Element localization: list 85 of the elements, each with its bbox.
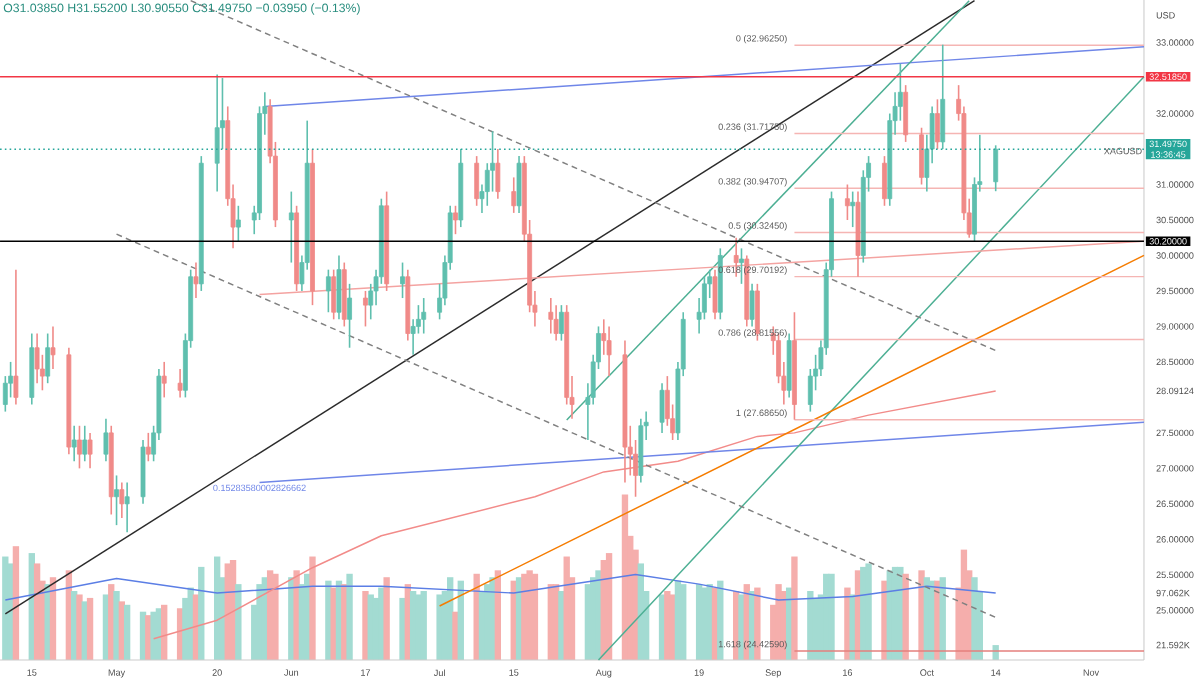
bar xyxy=(605,553,613,660)
candlestick xyxy=(214,73,220,193)
bar xyxy=(198,566,205,660)
bar xyxy=(828,573,835,660)
bar xyxy=(309,556,316,660)
bar xyxy=(113,591,120,660)
bar xyxy=(235,584,242,660)
bar xyxy=(595,570,602,660)
candlestick xyxy=(363,290,368,328)
candlestick xyxy=(553,304,559,342)
bar xyxy=(383,577,390,660)
candlestick xyxy=(659,382,665,434)
candlestick xyxy=(161,361,167,399)
bar xyxy=(791,556,798,660)
bar xyxy=(346,573,353,660)
candlestick xyxy=(45,332,51,385)
candlestick xyxy=(145,432,151,463)
bar xyxy=(680,584,687,660)
bar xyxy=(902,573,909,660)
line-series xyxy=(4,573,997,601)
candlestick xyxy=(124,481,130,534)
candlestick xyxy=(749,283,755,328)
bar xyxy=(7,563,14,660)
candlestick xyxy=(495,148,501,200)
bar xyxy=(399,597,406,660)
bar xyxy=(452,611,459,660)
candlestick xyxy=(739,247,744,285)
bar xyxy=(362,591,369,660)
candlestick xyxy=(177,368,183,399)
candlestick xyxy=(850,190,856,228)
bar xyxy=(971,577,978,660)
candlestick xyxy=(935,98,940,150)
candlestick xyxy=(87,432,93,470)
candlestick xyxy=(34,332,40,385)
bar xyxy=(738,594,745,660)
candlestick xyxy=(919,126,924,186)
candlestick xyxy=(82,424,88,463)
bar xyxy=(558,591,565,660)
candlestick xyxy=(421,297,427,335)
bar xyxy=(436,594,443,660)
candlestick xyxy=(940,43,946,150)
bar xyxy=(272,573,279,660)
bar xyxy=(918,570,925,660)
bar xyxy=(669,594,676,660)
candlestick xyxy=(331,268,337,321)
candlestick xyxy=(474,155,480,207)
bar xyxy=(531,573,539,660)
candlestick xyxy=(844,183,850,221)
bar xyxy=(420,591,427,660)
candlestick xyxy=(606,325,612,377)
bar xyxy=(12,546,20,660)
bar xyxy=(293,570,300,660)
bar xyxy=(865,563,872,660)
candlestick xyxy=(325,268,331,314)
candlestick xyxy=(103,417,109,463)
candlestick xyxy=(347,283,352,349)
bar xyxy=(150,611,157,660)
candlestick xyxy=(712,268,718,321)
candlestick xyxy=(511,176,517,214)
candlestick xyxy=(114,474,119,526)
candlestick xyxy=(993,144,999,193)
bar xyxy=(76,594,83,660)
candlestick xyxy=(882,155,887,207)
candlestick xyxy=(903,84,909,143)
candlestick xyxy=(516,155,522,214)
candlestick xyxy=(193,261,199,299)
candlestick xyxy=(13,268,19,406)
candlestick xyxy=(77,424,82,470)
candlestick xyxy=(400,261,405,299)
bar xyxy=(457,580,464,660)
bar xyxy=(473,573,480,660)
candlestick xyxy=(71,424,77,463)
candlestick xyxy=(559,304,564,342)
bar xyxy=(494,570,502,660)
candlestick xyxy=(50,325,56,370)
bar xyxy=(86,597,94,660)
bar xyxy=(123,604,131,660)
candlestick xyxy=(235,204,241,243)
candlestick xyxy=(548,297,554,335)
candlestick xyxy=(288,190,294,264)
candlestick xyxy=(336,254,342,321)
candlestick xyxy=(453,204,458,235)
candlestick xyxy=(119,481,125,519)
bar xyxy=(325,580,332,660)
bar xyxy=(49,577,57,660)
